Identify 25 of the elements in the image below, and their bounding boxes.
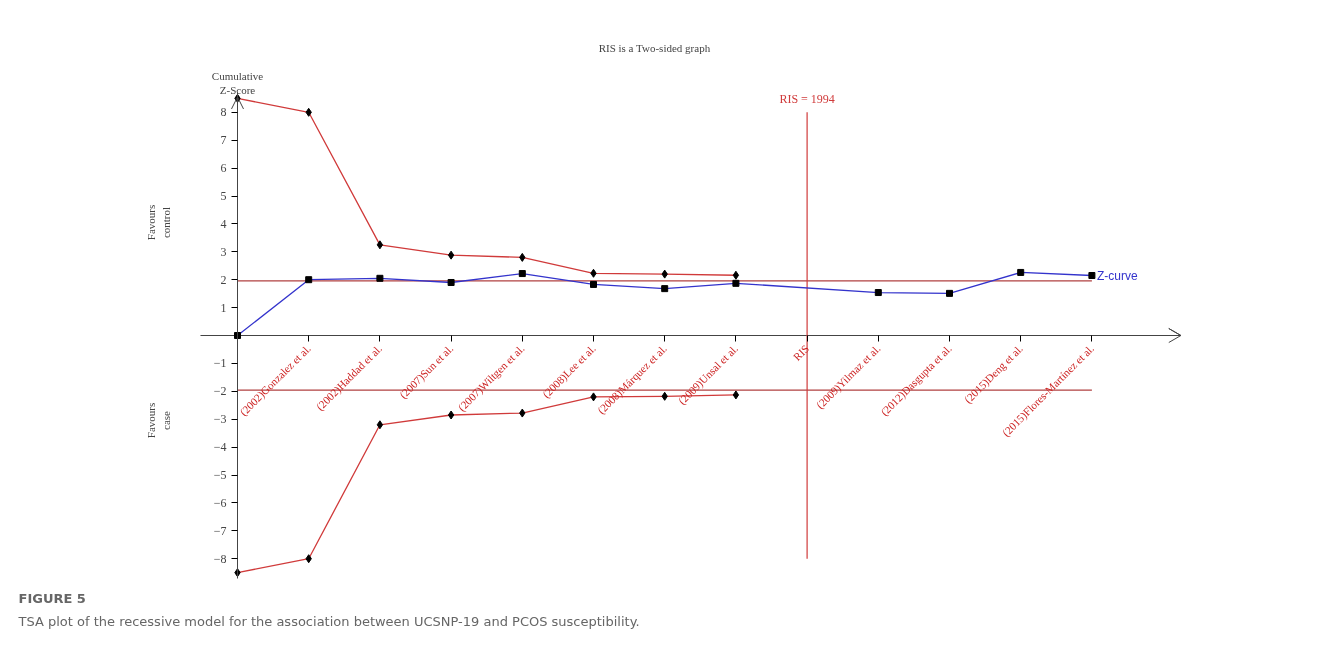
text: Favours case: [145, 402, 172, 439]
y-tick-label: −2: [213, 384, 227, 399]
y-tick-label: 6: [220, 161, 227, 176]
annotation: Cumulative Z-Score: [211, 70, 264, 97]
y-tick-label: −8: [213, 551, 227, 566]
series-label: Z-curve: [1096, 268, 1138, 283]
y-tick-label: 8: [220, 105, 227, 120]
text: TSA plot of the recessive model for the association between UCSNP-19 and PCOS susceptibility.: [17, 614, 640, 629]
y-tick-label: 4: [220, 216, 227, 231]
text: Favours control: [145, 204, 172, 241]
y-tick-label: −7: [213, 523, 227, 538]
y-tick-label: −1: [213, 356, 227, 371]
y-tick-label: 5: [220, 189, 227, 203]
y-tick-label: −4: [213, 440, 227, 455]
chart-title: RIS is a Two-sided graph: [598, 41, 711, 54]
y-tick-label: −5: [213, 468, 227, 482]
ref-line-label: RIS = 1994: [779, 92, 835, 107]
y-tick-label: 7: [220, 133, 227, 148]
x-tick-label: RIS: [790, 342, 812, 363]
y-tick-label: 3: [220, 244, 227, 259]
caption: FIGURE 5: [18, 591, 86, 606]
y-tick-label: −6: [213, 495, 227, 510]
y-tick-label: 1: [220, 300, 227, 315]
y-tick-label: 2: [220, 272, 227, 287]
y-tick-label: −3: [213, 412, 227, 427]
